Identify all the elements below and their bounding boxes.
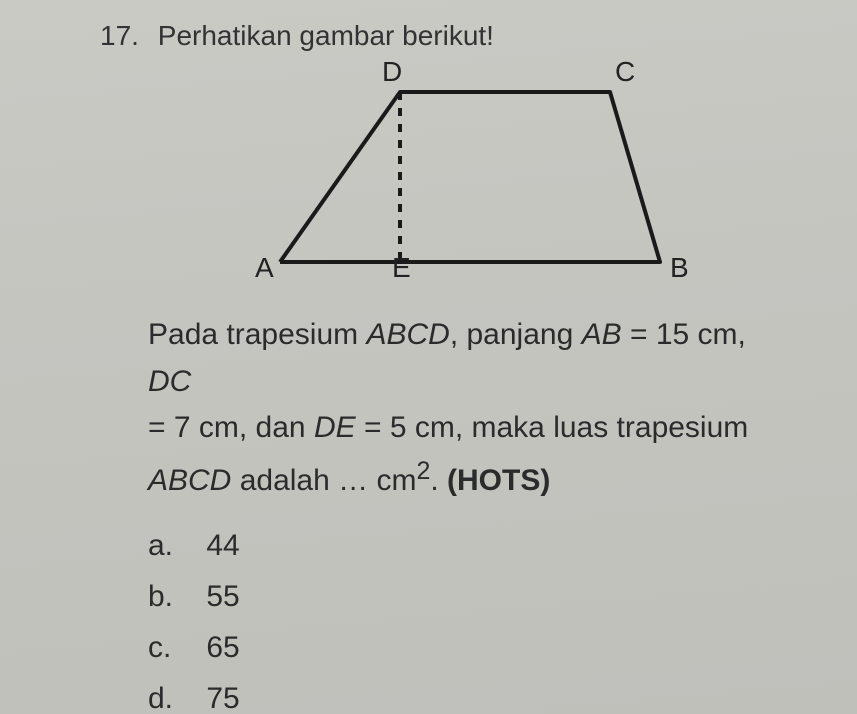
vertex-label-d: D [382, 56, 402, 88]
t: = 7 cm, dan [148, 411, 314, 444]
trapezoid-figure: A B C D E [240, 62, 740, 282]
question-line: 17. Perhatikan gambar berikut! [100, 20, 797, 52]
t: 2 [416, 457, 430, 485]
trapezoid-svg [240, 62, 740, 282]
option-letter: a. [148, 520, 198, 571]
options-list: a. 44 b. 55 c. 65 d. 75 [148, 520, 797, 714]
hots-tag: (HOTS) [447, 464, 550, 497]
trapezoid-outline [280, 92, 660, 262]
t: adalah … cm [231, 464, 416, 497]
t: = 5 cm, maka luas trapesium [356, 411, 749, 444]
page-scan: 17. Perhatikan gambar berikut! A B C D E… [0, 0, 857, 714]
vertex-label-e: E [392, 252, 411, 284]
option-text: 55 [206, 580, 239, 613]
t: DC [148, 365, 191, 398]
vertex-label-a: A [255, 252, 274, 284]
t: = 15 cm, [622, 318, 746, 351]
t: ABCD [366, 318, 449, 351]
vertex-label-b: B [670, 252, 689, 284]
vertex-label-c: C [615, 56, 635, 88]
problem-text: Pada trapesium ABCD, panjang AB = 15 cm,… [148, 312, 797, 504]
option-d: d. 75 [148, 673, 797, 714]
option-text: 65 [206, 631, 239, 664]
option-c: c. 65 [148, 622, 797, 673]
t: DE [314, 411, 356, 444]
t: ABCD [148, 464, 231, 497]
option-letter: b. [148, 571, 198, 622]
question-number: 17. [100, 20, 150, 52]
t: Pada trapesium [148, 318, 366, 351]
option-text: 44 [206, 529, 239, 562]
question-prompt: Perhatikan gambar berikut! [158, 20, 494, 51]
option-letter: d. [148, 673, 198, 714]
option-text: 75 [206, 682, 239, 714]
option-a: a. 44 [148, 520, 797, 571]
t: AB [582, 318, 622, 351]
t: . [430, 464, 447, 497]
option-b: b. 55 [148, 571, 797, 622]
t: , panjang [450, 318, 582, 351]
option-letter: c. [148, 622, 198, 673]
